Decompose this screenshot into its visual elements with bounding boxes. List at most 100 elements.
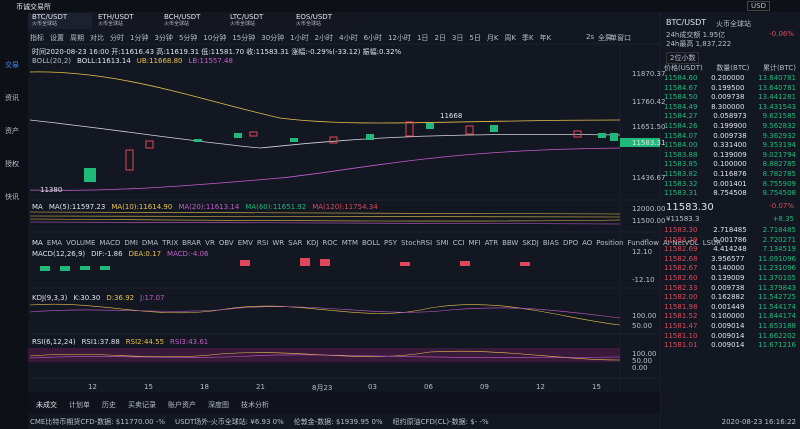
bottom-tab[interactable]: 技术分析 (241, 401, 269, 409)
ob-row[interactable]: 11583.29 0.001786 2.720271 (660, 236, 800, 246)
indicator-tab[interactable]: BRAR (182, 239, 202, 247)
indicator-tab[interactable]: AO (582, 239, 593, 247)
ob-row[interactable]: 11584.49 8.300000 13.431543 (660, 103, 800, 113)
indicator-tab[interactable]: SKDJ (522, 239, 539, 247)
indicator-tab[interactable]: EMV (237, 239, 253, 247)
indicator-tab[interactable]: DMA (141, 239, 159, 247)
toolbar-right[interactable]: 全屏 (598, 34, 612, 42)
rp-depth[interactable]: 2位小数 (666, 52, 700, 64)
interval[interactable]: 2日 (434, 34, 446, 42)
indicator-tab[interactable]: RSI (256, 239, 269, 247)
interval[interactable]: 10分钟 (203, 34, 227, 42)
toolbar-button[interactable]: 周期 (70, 34, 84, 42)
ob-row[interactable]: 11581.98 0.001449 11.544174 (660, 303, 800, 313)
indicator-tab[interactable]: BOLL (362, 239, 381, 247)
bottom-tab[interactable]: 计划单 (69, 401, 90, 409)
ob-row[interactable]: 11583.88 0.139009 9.021794 (660, 151, 800, 161)
ob-row[interactable]: 11584.26 0.199900 9.562832 (660, 122, 800, 132)
ob-row[interactable]: 11582.68 3.956577 11.091096 (660, 255, 800, 265)
indicator-tab[interactable]: VR (205, 239, 215, 247)
interval[interactable]: 6小时 (363, 34, 383, 42)
pair-tab[interactable]: BTC/USDT 火币全球站 (28, 13, 92, 29)
pair-tab[interactable]: LTC/USDT 火币全球站 (226, 13, 290, 29)
indicator-tab[interactable]: CCI (452, 239, 465, 247)
ob-row[interactable]: 11584.00 0.331400 9.353194 (660, 141, 800, 151)
indicator-tab[interactable]: LSUR (702, 239, 722, 247)
interval[interactable]: 5日 (469, 34, 481, 42)
currency[interactable]: USD (747, 1, 770, 11)
indicator-tab[interactable]: BIAS (542, 239, 559, 247)
interval[interactable]: 月K (486, 34, 499, 42)
interval[interactable]: 12小时 (388, 34, 411, 42)
pair-tab[interactable]: ETH/USDT 火币全球站 (94, 13, 158, 29)
interval[interactable]: 1小时 (290, 34, 309, 42)
ob-row[interactable]: 11584.67 0.199500 13.640781 (660, 84, 800, 94)
sidebar-item[interactable]: 授权 (5, 160, 19, 168)
ob-row[interactable]: 11582.67 0.140000 11.231096 (660, 264, 800, 274)
interval[interactable]: 周K (504, 34, 517, 42)
ob-row[interactable]: 11584.60 0.200000 13.840781 (660, 74, 800, 84)
indicator-tab[interactable]: EMA (46, 239, 63, 247)
pair-tab[interactable]: BCH/USDT 火币全球站 (160, 13, 224, 29)
bottom-tab[interactable]: 买卖记录 (128, 401, 156, 409)
indicator-tab[interactable]: VOLUME (66, 239, 96, 247)
ob-row[interactable]: 11581.52 0.100000 11.644174 (660, 312, 800, 322)
toolbar-right[interactable]: 单窗口 (610, 34, 631, 42)
ob-row[interactable]: 11582.69 4.414248 7.134519 (660, 245, 800, 255)
interval[interactable]: 15分钟 (232, 34, 256, 42)
ob-row[interactable]: 11583.31 8.754508 8.754508 (660, 189, 800, 199)
ob-row[interactable]: 11584.50 0.009738 13.441281 (660, 93, 800, 103)
ob-row[interactable]: 11581.01 0.009014 11.671216 (660, 341, 800, 351)
indicator-tab[interactable]: Position (596, 239, 624, 247)
indicator-tab[interactable]: BBW (502, 239, 519, 247)
bottom-tab[interactable]: 深度图 (208, 401, 229, 409)
interval[interactable]: 1日 (416, 34, 429, 42)
sidebar-item[interactable]: 资产 (5, 127, 19, 135)
ob-row[interactable]: 11581.10 0.009014 11.662202 (660, 332, 800, 342)
toolbar-button[interactable]: 指标 (30, 34, 44, 42)
interval[interactable]: 季K (522, 34, 534, 42)
indicator-tab[interactable]: MACD (99, 239, 121, 247)
sidebar-item[interactable]: 快讯 (5, 193, 19, 201)
indicator-tab[interactable]: KDJ (306, 239, 319, 247)
interval[interactable]: 30分钟 (261, 34, 285, 42)
toolbar-button[interactable]: 对比 (90, 34, 104, 42)
toolbar-button[interactable]: 设置 (50, 34, 64, 42)
sidebar-item[interactable]: 交易 (5, 61, 19, 69)
ob-row[interactable]: 11583.30 2.718485 2.718485 (660, 226, 800, 236)
sidebar-item[interactable]: 资讯 (5, 94, 19, 102)
interval[interactable]: 3分钟 (154, 34, 173, 42)
indicator-tab[interactable]: PSY (384, 239, 397, 247)
ob-row[interactable]: 11583.85 0.100000 8.882785 (660, 160, 800, 170)
ob-row[interactable]: 11581.47 0.009014 11.653188 (660, 322, 800, 332)
indicator-tab[interactable]: MFI (468, 239, 481, 247)
ob-row[interactable]: 11583.32 0.001401 8.755909 (660, 180, 800, 190)
ob-row[interactable]: 11584.27 0.058973 9.621585 (660, 112, 800, 122)
ob-row[interactable]: 11582.60 0.139009 11.370105 (660, 274, 800, 284)
indicator-tab[interactable]: ATR (484, 239, 499, 247)
indicator-tab[interactable]: ROC (322, 239, 338, 247)
pair-tab[interactable]: EOS/USDT 火币全球站 (292, 13, 356, 29)
indicator-tab[interactable]: WR (272, 239, 285, 247)
ob-row[interactable]: 11582.33 0.009738 11.379843 (660, 284, 800, 294)
indicator-tab[interactable]: TRIX (162, 239, 179, 247)
interval[interactable]: 1分钟 (130, 34, 149, 42)
indicator-tab[interactable]: SMI (436, 239, 449, 247)
indicator-tab[interactable]: MTM (341, 239, 359, 247)
indicator-tab[interactable]: Fundflow (627, 239, 659, 247)
toolbar-right[interactable]: 2s (586, 33, 595, 41)
interval[interactable]: 4小时 (339, 34, 358, 42)
interval[interactable]: 年K (539, 34, 552, 42)
indicator-tab[interactable]: MA (32, 239, 43, 247)
indicator-tab[interactable]: DMI (124, 239, 138, 247)
bottom-tab[interactable]: 历史 (102, 401, 116, 409)
interval[interactable]: 3日 (451, 34, 464, 42)
indicator-tab[interactable]: StochRSI (401, 239, 433, 247)
interval[interactable]: 分时 (110, 34, 124, 42)
bottom-tab[interactable]: 账户资产 (168, 401, 196, 409)
ob-row[interactable]: 11583.82 0.116876 8.782785 (660, 170, 800, 180)
indicator-tab[interactable]: AI-NetVOL (662, 239, 699, 247)
interval[interactable]: 2小时 (314, 34, 334, 42)
bottom-tab[interactable]: 未成交 (36, 401, 57, 409)
ob-row[interactable]: 11584.07 0.009738 9.362932 (660, 132, 800, 142)
